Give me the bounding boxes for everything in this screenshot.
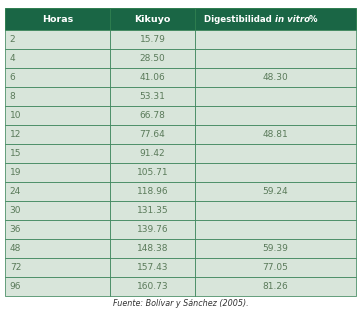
Bar — [110, 87, 195, 107]
Bar — [195, 201, 356, 220]
Bar — [5, 163, 110, 182]
Bar — [195, 278, 356, 296]
Bar — [5, 239, 110, 258]
Text: 66.78: 66.78 — [140, 112, 165, 120]
Bar — [110, 258, 195, 278]
Text: Fuente: Bolívar y Sánchez (2005).: Fuente: Bolívar y Sánchez (2005). — [113, 299, 248, 308]
Text: in vitro: in vitro — [275, 15, 310, 24]
Bar — [195, 8, 356, 30]
Text: Digestibilidad: Digestibilidad — [204, 15, 275, 24]
Bar — [5, 69, 110, 87]
Text: 131.35: 131.35 — [137, 206, 168, 215]
Bar — [195, 107, 356, 125]
Text: 59.24: 59.24 — [262, 187, 288, 197]
Bar — [110, 144, 195, 163]
Bar — [110, 278, 195, 296]
Bar — [195, 220, 356, 239]
Text: 12: 12 — [10, 130, 21, 139]
Text: 118.96: 118.96 — [137, 187, 168, 197]
Text: 105.71: 105.71 — [137, 168, 168, 177]
Text: 160.73: 160.73 — [137, 282, 168, 291]
Text: 96: 96 — [10, 282, 21, 291]
Text: 10: 10 — [10, 112, 21, 120]
Text: 77.05: 77.05 — [262, 263, 288, 272]
Text: 48.81: 48.81 — [262, 130, 288, 139]
Bar — [110, 30, 195, 49]
Bar — [110, 125, 195, 144]
Bar — [110, 49, 195, 69]
Bar — [195, 125, 356, 144]
Text: 148.38: 148.38 — [137, 244, 168, 253]
Bar — [195, 144, 356, 163]
Text: 19: 19 — [10, 168, 21, 177]
Text: 6: 6 — [10, 73, 16, 82]
Bar — [5, 144, 110, 163]
Bar — [195, 163, 356, 182]
Bar — [195, 87, 356, 107]
Bar — [5, 220, 110, 239]
Text: 139.76: 139.76 — [137, 225, 168, 235]
Bar — [195, 49, 356, 69]
Text: 59.39: 59.39 — [262, 244, 288, 253]
Bar — [110, 182, 195, 201]
Bar — [5, 201, 110, 220]
Bar — [5, 49, 110, 69]
Text: 48: 48 — [10, 244, 21, 253]
Text: 77.64: 77.64 — [140, 130, 165, 139]
Text: 8: 8 — [10, 92, 16, 101]
Bar — [110, 8, 195, 30]
Text: 24: 24 — [10, 187, 21, 197]
Bar — [5, 107, 110, 125]
Bar — [110, 163, 195, 182]
Text: Kikuyo: Kikuyo — [134, 15, 171, 24]
Text: Horas: Horas — [42, 15, 74, 24]
Text: 157.43: 157.43 — [137, 263, 168, 272]
Bar — [110, 69, 195, 87]
Text: 48.30: 48.30 — [262, 73, 288, 82]
Bar — [195, 182, 356, 201]
Bar — [110, 239, 195, 258]
Bar — [195, 239, 356, 258]
Text: 72: 72 — [10, 263, 21, 272]
Text: 28.50: 28.50 — [140, 54, 165, 64]
Bar — [5, 258, 110, 278]
Bar — [110, 107, 195, 125]
Text: 15.79: 15.79 — [140, 35, 165, 44]
Text: 4: 4 — [10, 54, 16, 64]
Bar — [110, 201, 195, 220]
Text: 36: 36 — [10, 225, 21, 235]
Text: 91.42: 91.42 — [140, 150, 165, 158]
Bar — [5, 278, 110, 296]
Bar — [195, 69, 356, 87]
Bar — [5, 30, 110, 49]
Bar — [5, 87, 110, 107]
Text: 30: 30 — [10, 206, 21, 215]
Bar — [5, 125, 110, 144]
Bar — [110, 220, 195, 239]
Text: 15: 15 — [10, 150, 21, 158]
Bar — [195, 258, 356, 278]
Text: 41.06: 41.06 — [140, 73, 165, 82]
Text: 2: 2 — [10, 35, 16, 44]
Bar — [195, 30, 356, 49]
Text: %: % — [306, 15, 317, 24]
Text: 81.26: 81.26 — [262, 282, 288, 291]
Bar — [5, 182, 110, 201]
Text: 53.31: 53.31 — [140, 92, 165, 101]
Bar — [5, 8, 110, 30]
